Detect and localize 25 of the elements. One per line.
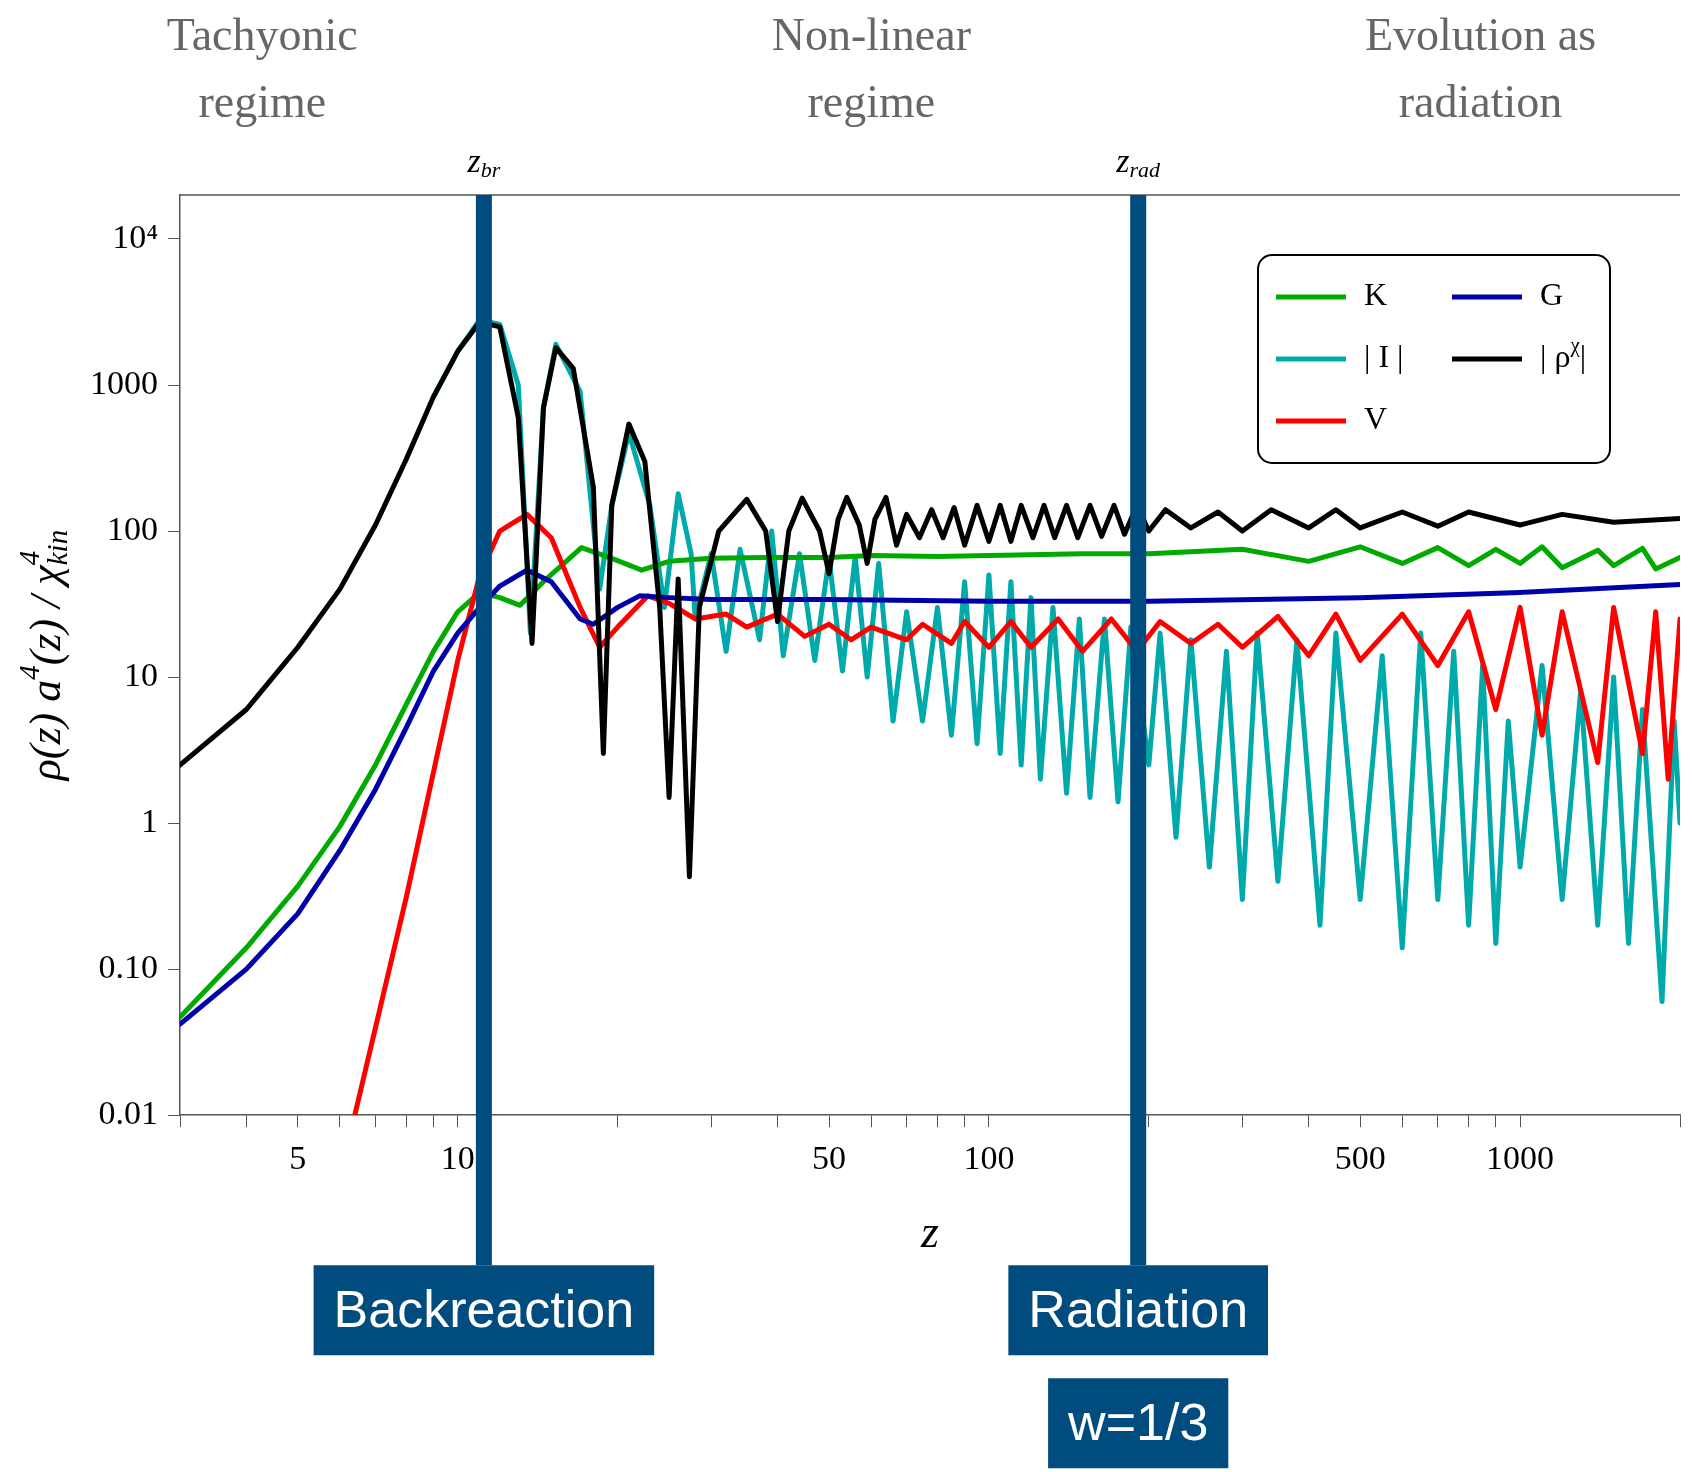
text: Backreaction bbox=[333, 1279, 635, 1338]
legend-label: V bbox=[1364, 400, 1388, 437]
text: Tachyonic regime bbox=[166, 9, 358, 128]
text: w=1/3 bbox=[1067, 1392, 1209, 1451]
text: Radiation bbox=[1028, 1279, 1249, 1338]
x-tick-label: 100 bbox=[963, 1138, 1015, 1176]
x-tick-label: 50 bbox=[812, 1138, 847, 1176]
text: Evolution as radiation bbox=[1364, 9, 1597, 128]
x-tick-label: 10 bbox=[440, 1138, 475, 1176]
x-tick-label: 500 bbox=[1334, 1138, 1386, 1176]
y-tick-label: 0.01 bbox=[98, 1094, 158, 1132]
x-tick-label: 1000 bbox=[1486, 1138, 1555, 1176]
legend-label: G bbox=[1540, 276, 1564, 313]
x-axis-title: z bbox=[920, 1206, 940, 1258]
y-axis-title: ρ(z) a4(z) / χkin4 bbox=[12, 529, 73, 783]
y-tick-label: 100 bbox=[107, 509, 158, 547]
text: Non-linear regime bbox=[771, 9, 972, 128]
y-tick-label: 0.10 bbox=[98, 948, 158, 986]
x-tick-label: 5 bbox=[289, 1138, 307, 1176]
y-tick-label: 10 bbox=[124, 656, 158, 693]
legend-label: | I | bbox=[1364, 338, 1404, 375]
y-tick-label: 1 bbox=[141, 802, 158, 840]
legend-label: K bbox=[1364, 276, 1388, 313]
y-tick-label: 10⁴ bbox=[112, 217, 158, 255]
y-tick-label: 1000 bbox=[90, 363, 158, 401]
